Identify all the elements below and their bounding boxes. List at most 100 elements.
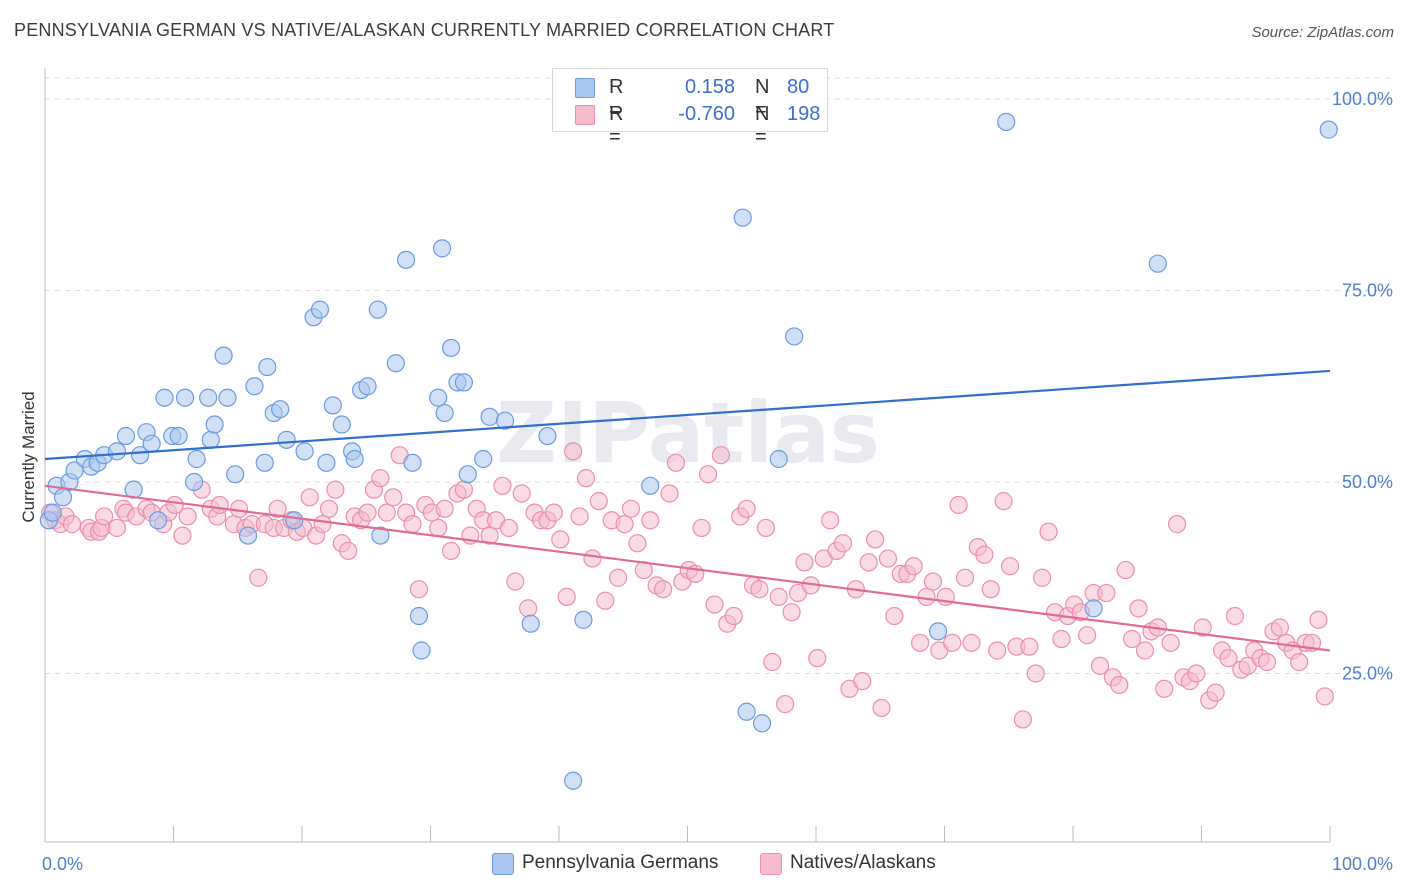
data-point bbox=[1225, 606, 1245, 626]
data-point bbox=[165, 495, 184, 515]
data-point bbox=[169, 426, 188, 446]
data-point bbox=[368, 300, 387, 319]
data-point bbox=[409, 606, 429, 626]
data-point bbox=[506, 572, 525, 591]
data-point bbox=[409, 580, 429, 599]
legend-label: Natives/Alaskans bbox=[790, 852, 936, 873]
chart-title: PENNSYLVANIA GERMAN VS NATIVE/ALASKAN CU… bbox=[14, 20, 835, 40]
data-point bbox=[737, 499, 756, 518]
trend-line-natives-alaskans bbox=[44, 484, 1331, 652]
data-point bbox=[249, 568, 268, 587]
data-point bbox=[997, 112, 1016, 132]
data-point bbox=[853, 672, 872, 691]
data-point bbox=[776, 695, 795, 714]
grid-lines bbox=[45, 77, 1394, 674]
data-point bbox=[1123, 629, 1142, 649]
watermark: ZIPatlas bbox=[496, 384, 880, 482]
data-point bbox=[564, 442, 583, 461]
data-point bbox=[1309, 610, 1328, 629]
data-point bbox=[1135, 641, 1155, 660]
legend-n-value: 198 bbox=[787, 103, 821, 125]
trend-lines bbox=[44, 369, 1331, 652]
data-point bbox=[653, 580, 673, 599]
data-point bbox=[441, 541, 461, 561]
data-point bbox=[609, 568, 628, 587]
data-point bbox=[1129, 599, 1148, 618]
data-point bbox=[1319, 120, 1338, 139]
data-point bbox=[323, 396, 342, 415]
data-point bbox=[733, 208, 752, 227]
data-point bbox=[521, 614, 540, 633]
data-point bbox=[1000, 557, 1020, 576]
data-point bbox=[258, 357, 277, 377]
data-point bbox=[403, 453, 422, 472]
data-point bbox=[576, 469, 596, 488]
data-point bbox=[917, 587, 936, 606]
data-point bbox=[1315, 687, 1334, 706]
data-point bbox=[859, 553, 878, 572]
data-point bbox=[116, 426, 136, 446]
data-point bbox=[432, 239, 452, 258]
data-point bbox=[1270, 618, 1289, 637]
data-point bbox=[1167, 515, 1187, 534]
data-point bbox=[238, 526, 258, 545]
data-point bbox=[371, 469, 390, 488]
data-point bbox=[615, 515, 634, 534]
data-point bbox=[795, 553, 814, 572]
data-point bbox=[245, 377, 264, 396]
stats-legend: R = 0.158 N = 80 R = -0.760 N = 198 bbox=[552, 68, 828, 148]
series-pennsylvania-germans bbox=[39, 112, 1338, 790]
data-point bbox=[885, 606, 904, 626]
data-point bbox=[107, 442, 127, 461]
data-point bbox=[981, 580, 1000, 599]
data-point bbox=[277, 430, 296, 449]
data-point bbox=[148, 511, 168, 530]
data-point bbox=[205, 415, 224, 434]
x-tick-label: 0.0% bbox=[42, 854, 83, 874]
data-point bbox=[295, 442, 314, 461]
data-point bbox=[310, 300, 330, 319]
legend-n-label: N = bbox=[755, 76, 770, 121]
x-tick-label: 100.0% bbox=[1332, 854, 1393, 874]
data-point bbox=[923, 572, 943, 591]
data-point bbox=[660, 484, 679, 503]
y-tick-label: 75.0% bbox=[1342, 280, 1393, 300]
data-point bbox=[1039, 522, 1058, 541]
data-point bbox=[268, 499, 287, 518]
data-point bbox=[107, 518, 127, 538]
data-point bbox=[1161, 633, 1180, 652]
data-point bbox=[557, 587, 576, 606]
data-point bbox=[1219, 649, 1238, 668]
data-point bbox=[285, 511, 304, 530]
data-point bbox=[866, 530, 885, 549]
data-point bbox=[955, 568, 975, 587]
legend-r-value: -0.760 bbox=[678, 103, 735, 125]
data-point bbox=[429, 518, 448, 538]
data-point bbox=[184, 472, 204, 492]
data-point bbox=[943, 633, 962, 652]
data-point bbox=[201, 430, 220, 449]
data-point bbox=[1155, 679, 1174, 698]
series-legend: Pennsylvania Germans Natives/Alaskans bbox=[0, 852, 1406, 878]
data-point bbox=[178, 507, 197, 526]
data-point bbox=[1052, 629, 1071, 649]
data-point bbox=[641, 511, 660, 530]
data-point bbox=[226, 465, 245, 484]
data-point bbox=[371, 526, 390, 545]
data-point bbox=[386, 354, 405, 373]
data-point bbox=[313, 515, 332, 534]
data-point bbox=[1020, 637, 1039, 656]
data-point bbox=[705, 595, 724, 614]
data-point bbox=[199, 388, 218, 407]
data-point bbox=[142, 434, 161, 453]
data-point bbox=[878, 549, 898, 568]
data-point bbox=[949, 495, 968, 515]
data-point bbox=[377, 503, 396, 522]
data-point bbox=[495, 411, 515, 430]
data-point bbox=[1148, 254, 1167, 273]
series-natives-alaskans bbox=[41, 442, 1334, 729]
data-point bbox=[155, 388, 174, 407]
data-point bbox=[1078, 626, 1097, 645]
data-point bbox=[596, 591, 615, 610]
